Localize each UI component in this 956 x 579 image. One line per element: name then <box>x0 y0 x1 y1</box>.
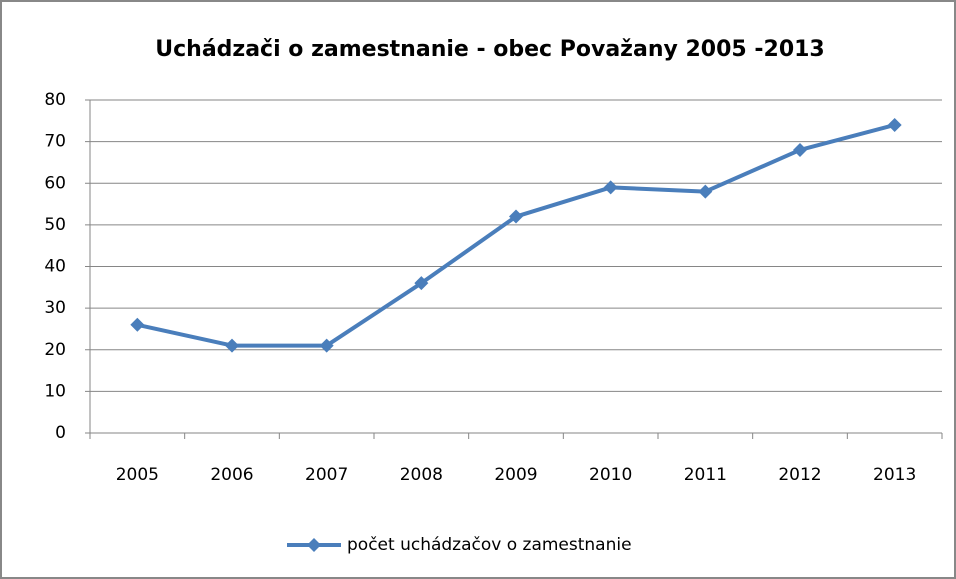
x-tick-label: 2007 <box>305 465 348 485</box>
y-tick-label: 20 <box>44 340 66 360</box>
y-tick-label: 70 <box>44 132 66 152</box>
data-point <box>509 209 523 224</box>
x-tick-label: 2013 <box>873 465 916 485</box>
data-point <box>319 338 334 353</box>
data-point <box>887 117 902 132</box>
y-tick-label: 40 <box>44 257 66 277</box>
data-point <box>130 317 145 332</box>
x-tick-label: 2010 <box>589 465 632 485</box>
y-tick-label: 10 <box>44 381 66 401</box>
x-tick-label: 2006 <box>210 465 253 485</box>
legend-label: počet uchádzačov o zamestnanie <box>347 535 632 555</box>
x-tick-label: 2008 <box>400 465 443 485</box>
data-point <box>698 184 713 199</box>
data-point <box>603 180 618 195</box>
data-point <box>225 338 239 353</box>
y-tick-label: 60 <box>44 173 66 193</box>
legend-marker <box>307 538 321 552</box>
x-tick-label: 2005 <box>116 465 159 485</box>
y-tick-label: 50 <box>44 215 66 235</box>
x-tick-label: 2012 <box>778 465 821 485</box>
data-point <box>414 276 429 291</box>
y-tick-label: 80 <box>44 90 66 110</box>
y-tick-label: 0 <box>55 423 66 443</box>
x-tick-label: 2009 <box>494 465 537 485</box>
x-tick-label: 2011 <box>684 465 727 485</box>
data-point <box>793 142 807 157</box>
chart-title: Uchádzači o zamestnanie - obec Považany … <box>155 37 825 62</box>
y-tick-label: 30 <box>44 298 66 318</box>
